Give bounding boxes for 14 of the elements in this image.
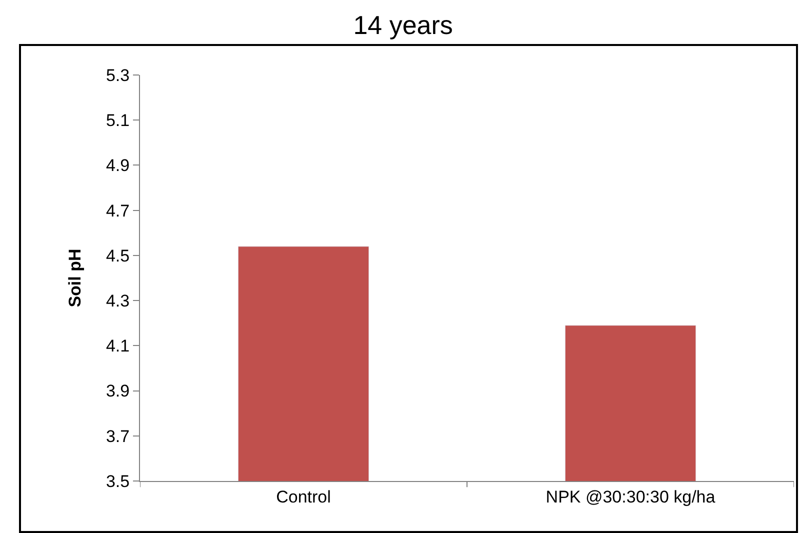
y-tick-label: 4.1 bbox=[106, 336, 130, 356]
y-tick-label: 5.3 bbox=[106, 66, 130, 85]
y-tick-label: 4.9 bbox=[106, 156, 130, 176]
x-tick-label: Control bbox=[276, 487, 331, 506]
chart-title: 14 years bbox=[353, 10, 453, 40]
y-tick-label: 3.9 bbox=[106, 382, 130, 401]
y-tick-label: 4.7 bbox=[106, 201, 130, 220]
y-tick-label: 5.1 bbox=[106, 111, 130, 130]
y-tick-label: 3.5 bbox=[106, 472, 130, 491]
y-tick-label: 3.7 bbox=[106, 426, 130, 446]
x-tick-label: NPK @30:30:30 kg/ha bbox=[546, 487, 716, 506]
y-tick-label: 4.3 bbox=[106, 292, 130, 311]
y-tick-label: 4.5 bbox=[106, 246, 130, 266]
y-axis-title: Soil pH bbox=[66, 248, 85, 308]
